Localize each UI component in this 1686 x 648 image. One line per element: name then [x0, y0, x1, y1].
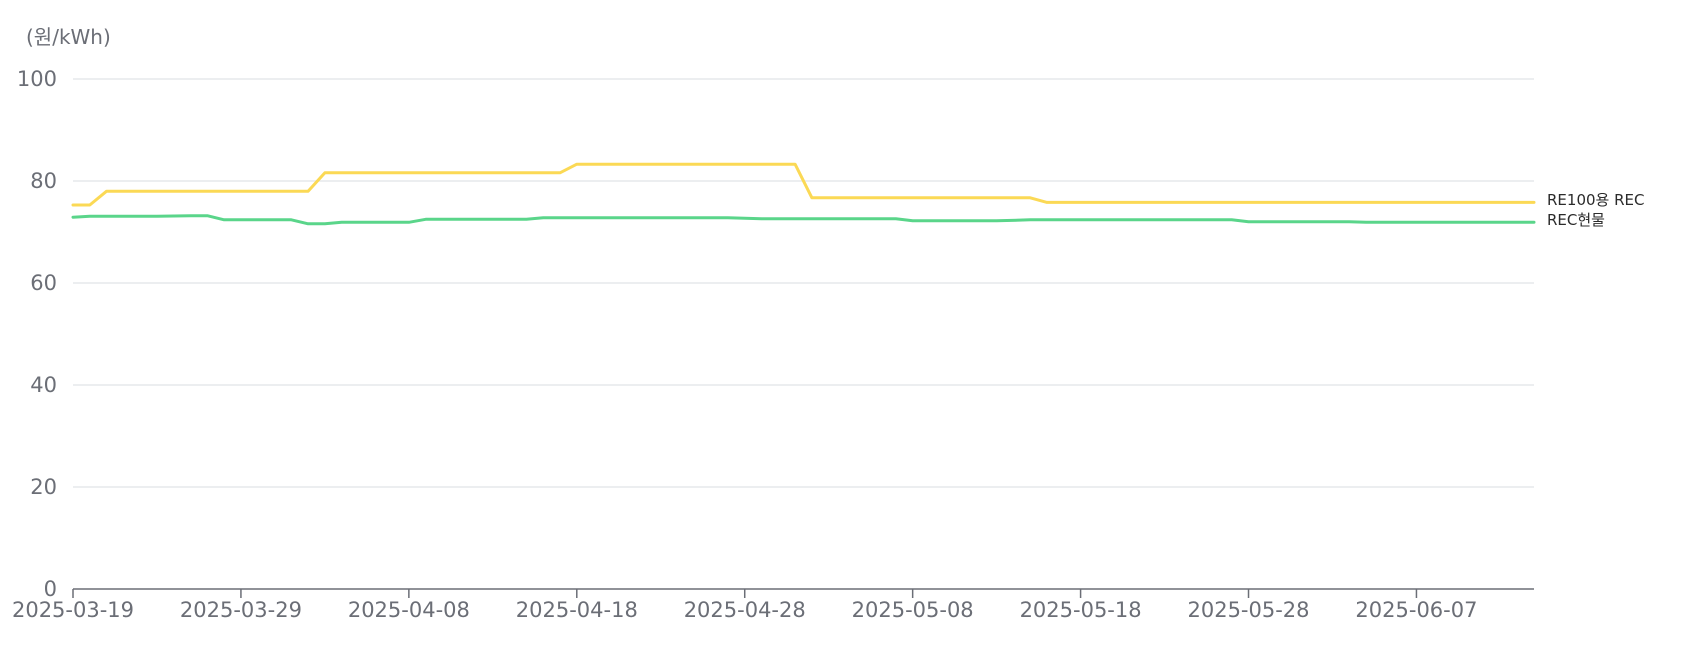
x-tick-label: 2025-06-07 — [1355, 598, 1477, 622]
x-tick-label: 2025-03-19 — [12, 598, 134, 622]
x-tick-label: 2025-04-18 — [516, 598, 638, 622]
series-line — [71, 162, 1536, 207]
series-end-label: REC현물 — [1547, 211, 1605, 229]
y-tick-label: 20 — [30, 475, 57, 499]
x-axis: 2025-03-19 2025-03-29 2025-04-08 2025-04-18… — [12, 588, 1534, 622]
y-axis-ticks: 0 20 40 60 80 100 — [17, 67, 57, 601]
series-line — [71, 214, 1536, 226]
y-axis-unit-label: (원/kWh) — [26, 25, 111, 49]
y-tick-label: 0 — [44, 577, 57, 601]
y-tick-label: 100 — [17, 67, 57, 91]
x-tick-label: 2025-05-28 — [1187, 598, 1309, 622]
x-tick-label: 2025-05-18 — [1020, 598, 1142, 622]
series-end-labels: RE100용 REC REC현물 — [1547, 191, 1644, 229]
x-tick-label: 2025-04-28 — [684, 598, 806, 622]
x-tick-label: 2025-04-08 — [348, 598, 470, 622]
gridlines — [73, 78, 1534, 488]
y-tick-label: 80 — [30, 169, 57, 193]
x-tick-label: 2025-05-08 — [852, 598, 974, 622]
y-tick-label: 60 — [30, 271, 57, 295]
series-end-label: RE100용 REC — [1547, 191, 1644, 209]
series-lines — [71, 162, 1536, 226]
y-tick-label: 40 — [30, 373, 57, 397]
x-tick-label: 2025-03-29 — [180, 598, 302, 622]
